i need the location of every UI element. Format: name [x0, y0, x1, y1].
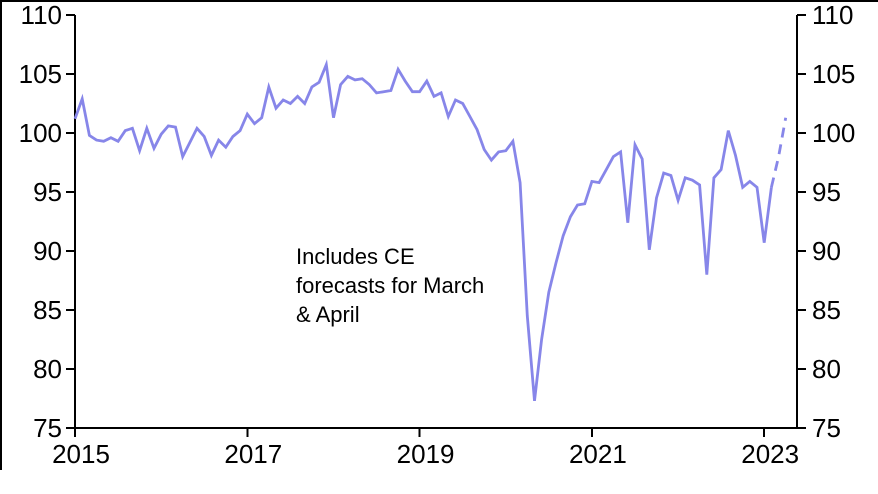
y-tick-label-left: 110 [21, 0, 62, 30]
y-tick-label-left: 90 [33, 236, 62, 266]
y-tick-label-right: 95 [812, 177, 841, 207]
x-tick-label: 2019 [397, 439, 455, 469]
data-line-actual [73, 59, 773, 402]
y-tick-label-right: 110 [812, 0, 853, 30]
y-tick-label-left: 80 [33, 354, 62, 384]
y-tick-label-right: 75 [812, 413, 841, 443]
x-tick-label: 2017 [224, 439, 282, 469]
y-tick-label-right: 85 [812, 295, 841, 325]
y-tick-label-right: 100 [812, 118, 855, 148]
annotation-line-1: Includes CE [296, 244, 415, 269]
y-tick-label-left: 105 [19, 59, 62, 89]
x-tick-label: 2015 [52, 439, 110, 469]
frame-border-left [0, 0, 2, 470]
y-tick-label-left: 85 [33, 295, 62, 325]
annotation-line-2: forecasts for March [296, 273, 485, 298]
y-tick-label-left: 75 [33, 413, 62, 443]
y-tick-label-right: 90 [812, 236, 841, 266]
frame-border-top [0, 0, 878, 2]
annotation-line-3: & April [296, 302, 360, 327]
y-tick-label-left: 100 [19, 118, 62, 148]
y-tick-label-left: 95 [33, 177, 62, 207]
y-tick-label-right: 105 [812, 59, 855, 89]
y-tick-label-right: 80 [812, 354, 841, 384]
x-tick-label: 2021 [569, 439, 627, 469]
data-line-forecast-dashed [770, 117, 788, 188]
x-tick-label: 2023 [741, 439, 799, 469]
chart-annotation: Includes CE forecasts for March & April [296, 242, 484, 329]
